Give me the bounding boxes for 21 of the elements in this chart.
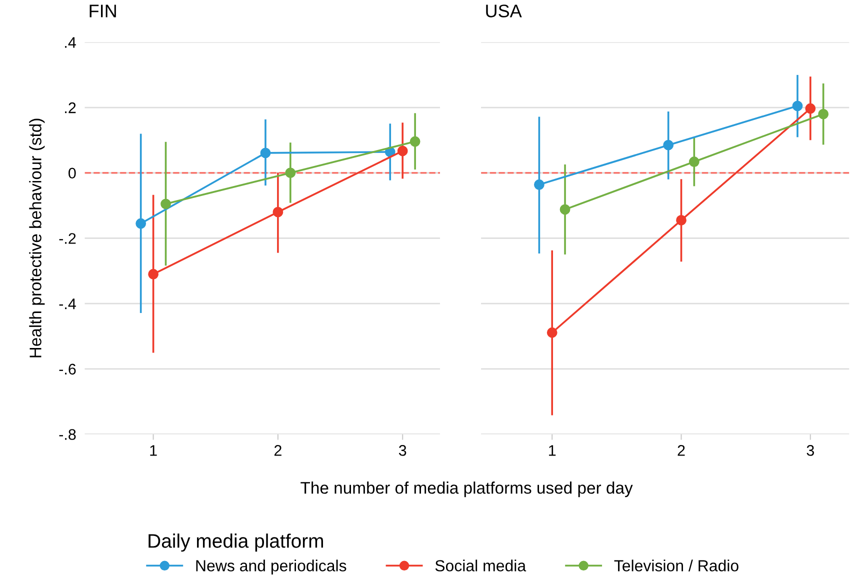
y-tick-label: -.8: [59, 429, 76, 440]
legend-label: Social media: [435, 560, 526, 572]
y-axis-title: Health protective behaviour (std): [29, 118, 45, 358]
legend-label: News and periodicals: [196, 560, 346, 575]
x-tick-label: 2: [274, 445, 282, 456]
x-axis-title: The number of media platforms used per day: [300, 482, 633, 498]
y-tick-label: -.6: [59, 364, 76, 375]
chart-title: USA: [486, 4, 522, 18]
x-tick-label: 1: [150, 445, 157, 456]
y-tick-label: 0: [68, 168, 76, 179]
y-tick-label: -.4: [59, 298, 76, 310]
x-tick-label: 1: [549, 445, 556, 456]
y-tick-label: -.2: [59, 233, 76, 244]
legend-label: Television / Radio: [614, 560, 738, 572]
legend-title: Daily media platform: [148, 534, 323, 552]
chart-title: FIN: [90, 4, 116, 18]
x-tick-label: 3: [806, 445, 814, 456]
y-tick-label: .4: [65, 37, 76, 48]
x-tick-label: 3: [398, 445, 406, 456]
x-tick-label: 2: [678, 445, 685, 456]
y-tick-label: .2: [65, 102, 76, 114]
